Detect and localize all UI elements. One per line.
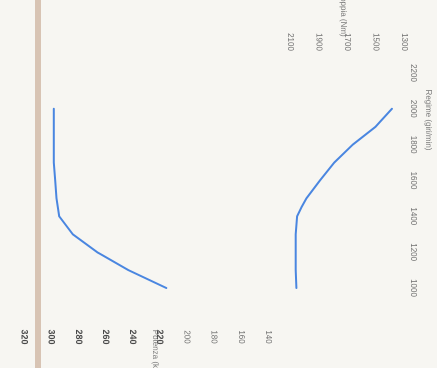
power-tick-label: 220 [155, 329, 165, 344]
rpm-tick-label: 1400 [409, 207, 418, 225]
torque-curve [294, 107, 393, 289]
power-tick-label: 300 [47, 329, 57, 344]
power-tick-label: 260 [101, 329, 111, 344]
rpm-tick-label: 2200 [409, 64, 418, 82]
power-tick-label: 280 [74, 329, 84, 344]
power-tick-label: 160 [237, 330, 246, 344]
rpm-tick-label: 1800 [409, 136, 418, 154]
power-tick-label: 240 [128, 329, 138, 344]
power-tick-label: 200 [183, 330, 192, 344]
power-axis: 320 300 280 260 240 220 200 180 160 140 [20, 329, 273, 344]
torque-tick-label: 2100 [286, 33, 295, 51]
power-tick-label: 140 [264, 330, 273, 344]
rpm-axis: 1000 1200 1400 1600 1800 2000 2200 [409, 64, 418, 297]
rpm-axis-title: Regime (giri/min) [424, 90, 433, 151]
series-layer [52, 107, 393, 289]
rpm-tick-label: 1600 [409, 172, 418, 190]
torque-tick-label: 1700 [343, 33, 352, 51]
torque-axis-title: Coppia (Nm) [339, 0, 348, 37]
torque-tick-label: 1500 [371, 33, 380, 51]
power-tick-label: 320 [20, 329, 30, 344]
power-curve [52, 107, 168, 289]
rpm-tick-label: 1000 [409, 279, 418, 297]
torque-tick-label: 1900 [314, 33, 323, 51]
torque-axis: 2100 1900 1700 1500 1300 [286, 33, 409, 51]
power-tick-label: 180 [210, 330, 219, 344]
torque-tick-label: 1300 [400, 33, 409, 51]
rpm-tick-label: 2000 [409, 100, 418, 118]
rpm-tick-label: 1200 [409, 243, 418, 261]
power-axis-title: Potenza (kW) [151, 330, 160, 368]
